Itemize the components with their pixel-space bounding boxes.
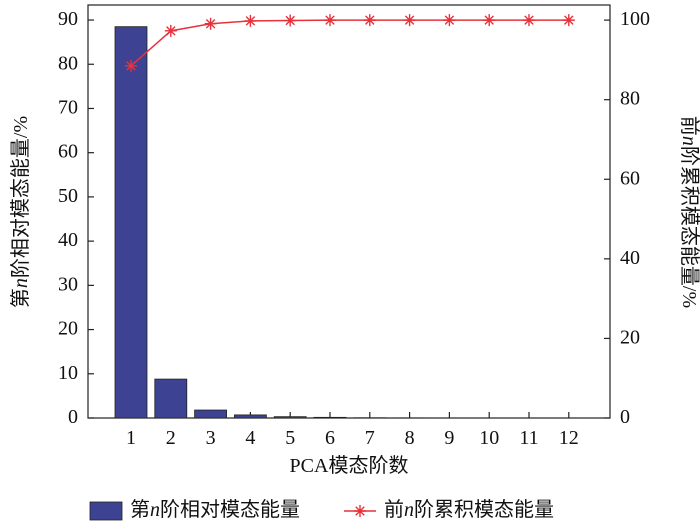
marker xyxy=(164,24,177,37)
y-axis-label: 第n阶相对模态能量/% xyxy=(9,116,32,308)
marker xyxy=(523,14,535,27)
y2-tick-label: 60 xyxy=(620,167,640,189)
bar xyxy=(273,416,307,419)
x-tick-label: 11 xyxy=(519,427,538,449)
marker xyxy=(324,14,336,27)
y-tick-label: 50 xyxy=(58,185,78,207)
legend-label: 第n阶相对模态能量 xyxy=(130,498,300,521)
bar xyxy=(154,378,188,419)
y-tick-label: 40 xyxy=(58,229,78,251)
y-tick-label: 70 xyxy=(58,96,78,118)
legend-swatch xyxy=(89,501,123,521)
x-tick-label: 5 xyxy=(285,427,295,449)
y-tick-label: 20 xyxy=(58,317,78,339)
y2-tick-label: 0 xyxy=(620,406,630,428)
marker xyxy=(443,14,456,27)
legend-label: 前n阶累积模态能量 xyxy=(384,498,554,521)
bar xyxy=(233,414,267,419)
x-tick-label: 3 xyxy=(206,427,216,449)
marker xyxy=(244,14,257,27)
x-tick-label: 12 xyxy=(559,427,579,449)
marker xyxy=(483,14,496,27)
marker xyxy=(562,14,575,27)
marker xyxy=(284,14,297,27)
y-tick-label: 10 xyxy=(58,361,78,383)
marker xyxy=(125,59,137,72)
y2-axis-label: 前n阶累积模态能量/% xyxy=(678,116,700,308)
y-tick-label: 60 xyxy=(58,140,78,162)
bar xyxy=(313,416,347,419)
x-tick-label: 4 xyxy=(245,427,255,449)
y-tick-label: 30 xyxy=(58,273,78,295)
x-tick-label: 8 xyxy=(405,427,415,449)
bar xyxy=(114,26,148,419)
x-tick-label: 7 xyxy=(365,427,375,449)
marker xyxy=(204,17,217,30)
y-tick-label: 0 xyxy=(68,406,78,428)
line xyxy=(130,19,569,67)
y2-tick-label: 20 xyxy=(620,326,640,348)
y2-tick-label: 80 xyxy=(620,87,640,109)
y2-tick-label: 40 xyxy=(620,246,640,268)
x-tick-label: 6 xyxy=(325,427,335,449)
plot-frame xyxy=(87,4,611,419)
y2-tick-label: 100 xyxy=(620,8,650,30)
x-axis-label: PCA模态阶数 xyxy=(290,454,409,477)
y-tick-label: 80 xyxy=(58,52,78,74)
x-tick-label: 2 xyxy=(166,427,176,449)
x-tick-label: 1 xyxy=(126,427,136,449)
y-tick-label: 90 xyxy=(58,8,78,30)
marker xyxy=(363,14,376,27)
bar xyxy=(194,409,228,419)
marker xyxy=(403,14,416,27)
legend-marker xyxy=(354,505,366,517)
x-tick-label: 10 xyxy=(479,427,499,449)
x-tick-label: 9 xyxy=(444,427,454,449)
